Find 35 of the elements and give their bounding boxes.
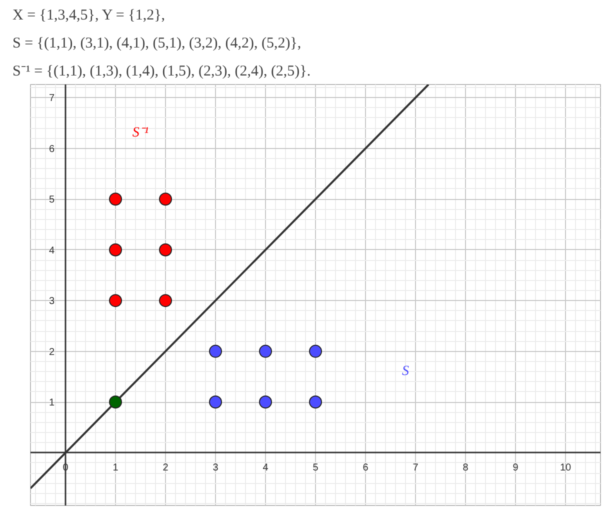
point (109, 294, 122, 308)
point (309, 396, 322, 409)
text: S (402, 364, 409, 380)
text: S⁻¹ = {(1,1), (1,3), (1,4), (1,5), (2,3), (2,4), (2,5)}. (12, 64, 311, 80)
point (309, 344, 322, 358)
x-tick-label: 10 (560, 462, 572, 474)
y-tick-label: 3 (48, 296, 55, 308)
point (159, 294, 172, 308)
point (259, 344, 272, 358)
point (159, 243, 172, 256)
y-tick-label: 7 (48, 93, 55, 104)
y-tick-label: 6 (48, 144, 55, 155)
x-tick-label: 8 (462, 462, 469, 474)
y-tick-label: 4 (48, 245, 55, 256)
x-tick-label: 2 (162, 462, 169, 474)
point (209, 396, 222, 409)
point (259, 396, 272, 409)
x-tick-label: 6 (362, 462, 369, 474)
x-tick-label: 7 (412, 462, 419, 474)
point (109, 192, 122, 206)
point (209, 344, 222, 358)
text: X = {1,3,4,5}, Y = {1,2}, (12, 8, 166, 24)
text: S⁻¹ (132, 126, 149, 141)
y-tick-label: 5 (48, 194, 55, 206)
x-tick-label: 9 (512, 462, 519, 474)
x-tick-label: 3 (212, 462, 219, 474)
text: S = {(1,1), (3,1), (4,1), (5,1), (3,2), (4,2), (5,2)}, (12, 36, 302, 52)
point (109, 396, 122, 409)
y-tick-label: 2 (48, 346, 55, 358)
point (109, 243, 122, 256)
x-tick-label: 4 (262, 462, 269, 474)
x-tick-label: 1 (112, 462, 119, 474)
y-tick-label: 1 (48, 398, 55, 409)
point (159, 192, 172, 206)
x-tick-label: 5 (312, 462, 319, 474)
